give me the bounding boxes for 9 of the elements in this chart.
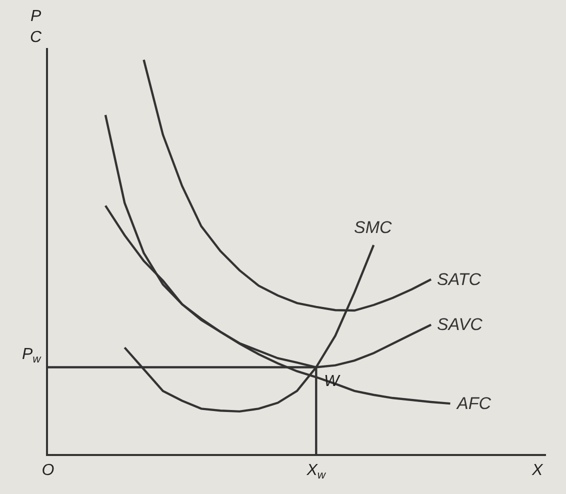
text: P$_{w}$ (22, 346, 42, 366)
y-axis-title: P C (30, 8, 42, 46)
x-tick-label: X$_{w}$ (306, 462, 326, 482)
series-label: SMC (354, 218, 392, 237)
series-label: SAVC (437, 315, 484, 334)
x-tick-label: O (42, 462, 54, 480)
series-label: AFC (456, 394, 492, 413)
x-axis-title: X (531, 462, 544, 479)
series-label: SATC (437, 270, 482, 289)
